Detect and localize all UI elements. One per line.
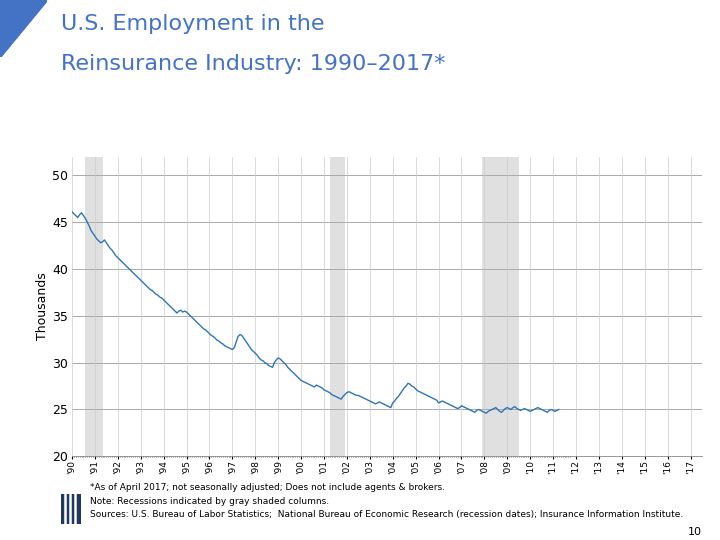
Text: Sources: U.S. Bureau of Labor Statistics;  National Bureau of Economic Research : Sources: U.S. Bureau of Labor Statistics… <box>90 510 683 519</box>
Text: Note: Recessions indicated by gray shaded columns.: Note: Recessions indicated by gray shade… <box>90 497 329 506</box>
Bar <box>86 157 102 456</box>
Text: Reinsurance Industry: 1990–2017*: Reinsurance Industry: 1990–2017* <box>61 54 446 74</box>
Text: U.S. Employment in the: U.S. Employment in the <box>61 14 325 33</box>
Text: 10: 10 <box>688 526 702 537</box>
Bar <box>482 157 518 456</box>
Y-axis label: Thousands: Thousands <box>36 273 49 340</box>
Bar <box>330 157 345 456</box>
Polygon shape <box>0 0 47 57</box>
Text: *As of April 2017; not seasonally adjusted; Does not include agents & brokers.: *As of April 2017; not seasonally adjust… <box>90 483 445 492</box>
